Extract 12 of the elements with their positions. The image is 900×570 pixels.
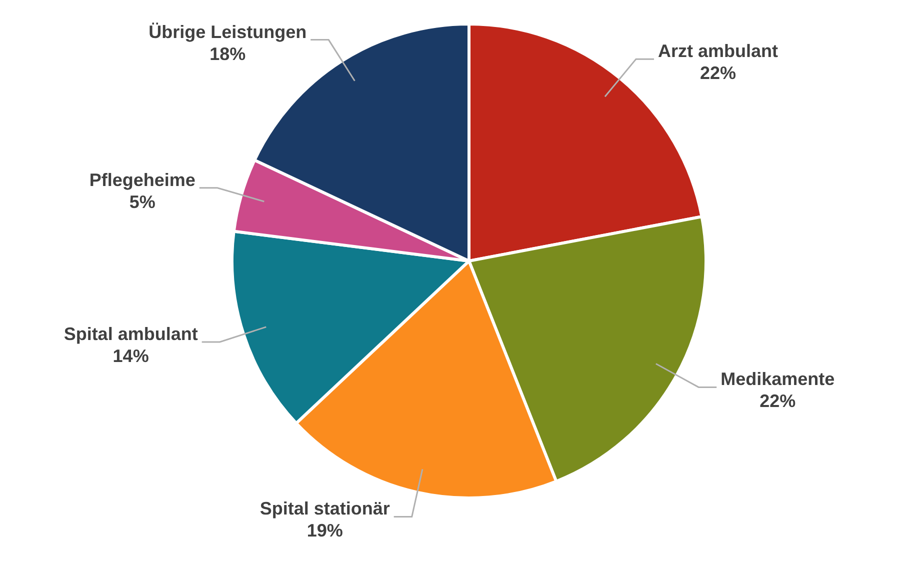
slice-label: Spital stationär [260, 498, 390, 519]
slice-label: Pflegeheime [89, 170, 196, 190]
slice-label: Spital ambulant [64, 324, 198, 344]
data-label: 22% [760, 391, 796, 412]
slice-label: Übrige Leistungen [148, 22, 307, 42]
data-label: 22% [700, 63, 736, 84]
data-label: 18% [210, 44, 246, 64]
slice-label: Medikamente [720, 369, 835, 390]
slice-label: Arzt ambulant [658, 41, 778, 62]
data-label: 5% [129, 192, 156, 212]
data-label: 14% [112, 346, 149, 366]
data-label: 19% [306, 520, 343, 541]
